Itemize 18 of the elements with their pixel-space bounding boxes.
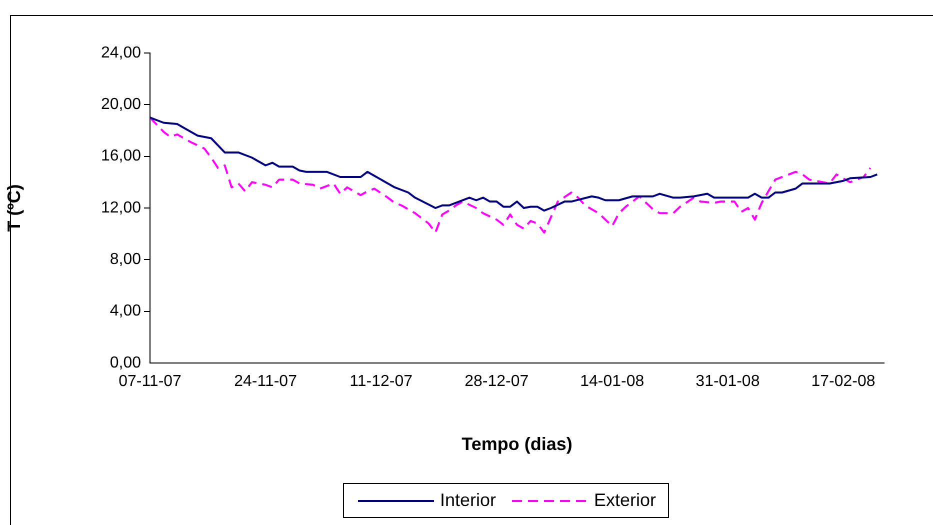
- y-tick-label: 16,00: [100, 148, 142, 165]
- x-tick-label: 07-11-07: [118, 373, 182, 390]
- x-tick-label: 14-01-08: [580, 373, 644, 390]
- y-tick-label: 24,00: [100, 44, 142, 62]
- x-tick-label: 17-02-08: [811, 373, 876, 390]
- x-tick-label: 11-12-07: [350, 373, 413, 390]
- y-tick-label: 20,00: [100, 96, 142, 114]
- y-tick-label: 12,00: [100, 199, 142, 216]
- x-tick-label: 28-12-07: [464, 373, 529, 390]
- x-tick-label: 24-11-07: [234, 373, 298, 390]
- y-tick-label: 0,00: [110, 354, 142, 372]
- legend-label: Interior: [440, 490, 496, 511]
- x-axis-title: Tempo (dias): [462, 434, 572, 454]
- x-tick-label: 31-01-08: [696, 373, 760, 390]
- y-tick-label: 4,00: [110, 302, 142, 320]
- legend-label: Exterior: [594, 490, 656, 511]
- y-tick-label: 8,00: [110, 251, 142, 268]
- line-series: [150, 116, 872, 234]
